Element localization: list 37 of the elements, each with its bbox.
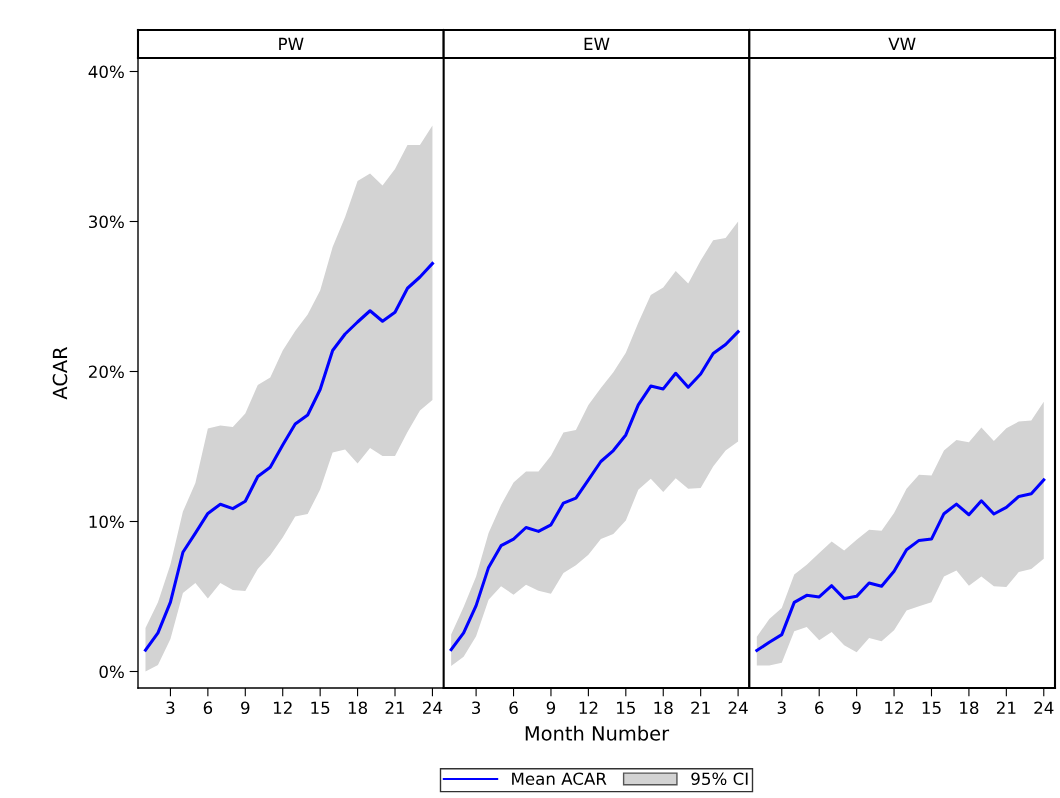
y-tick-label: 40%: [88, 65, 124, 79]
x-tick-label: 12: [273, 701, 292, 714]
x-tick-label: 3: [166, 701, 175, 715]
x-tick-label: 12: [579, 701, 598, 714]
x-tick-label: 9: [852, 701, 861, 715]
chart-title: PW: [279, 37, 304, 50]
y-tick-label: 20%: [88, 365, 124, 379]
x-tick-label: 15: [922, 701, 941, 715]
x-tick-label: 9: [241, 701, 250, 715]
x-tick-label: 21: [691, 701, 710, 714]
x-tick-label: 9: [546, 701, 556, 715]
x-tick-label: 6: [815, 701, 824, 715]
x-tick-label: 15: [617, 701, 635, 715]
legend-label: Mean ACAR: [512, 772, 607, 786]
y-tick-label: 0%: [99, 665, 124, 679]
x-tick-label: 6: [509, 701, 518, 715]
y-tick-label: 30%: [89, 215, 124, 229]
x-tick-label: 24: [728, 701, 748, 714]
text: 95% CI: [691, 772, 748, 786]
x-tick-label: 21: [996, 701, 1016, 714]
line-series: [143, 261, 434, 652]
x-tick-label: 3: [472, 701, 481, 715]
x-tick-label: 12: [885, 701, 903, 714]
x-tick-label: 18: [654, 701, 673, 715]
chart-title: VW: [888, 37, 916, 50]
chart-title: EW: [584, 37, 610, 50]
x-tick-label: 6: [203, 701, 213, 715]
y-axis-title: ACAR: [52, 346, 68, 400]
x-tick-label: 24: [1034, 701, 1054, 714]
x-tick-label: 18: [960, 701, 979, 715]
x-tick-label: 15: [311, 701, 330, 715]
x-tick-label: 21: [385, 701, 405, 714]
y-tick-label: 10%: [89, 515, 124, 529]
x-axis-title: Month Number: [525, 725, 670, 741]
x-tick-label: 3: [777, 701, 786, 715]
x-tick-label: 18: [348, 701, 368, 715]
x-tick-label: 24: [423, 701, 443, 714]
